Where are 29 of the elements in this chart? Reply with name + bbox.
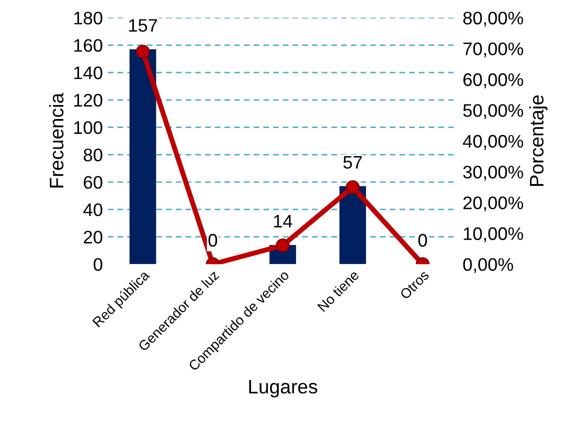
x-axis-title: Lugares — [249, 380, 318, 398]
data-label: 57 — [343, 156, 362, 169]
y-tick-label: 180 — [74, 12, 102, 24]
y2-tick-label: 80,00% — [463, 12, 524, 27]
data-label: 0 — [208, 234, 218, 247]
y2-tick-label: 70,00% — [463, 42, 524, 58]
y-tick-label: 60 — [84, 176, 102, 189]
y2-tick-label: 60,00% — [463, 73, 524, 88]
y-tick-label: 160 — [74, 39, 102, 52]
data-label: 14 — [274, 214, 292, 228]
y2-tick-label: 30,00% — [463, 166, 524, 181]
data-label: 157 — [129, 19, 157, 32]
y-tick-label: 20 — [84, 230, 102, 244]
data-label: 0 — [418, 234, 427, 247]
bar — [130, 49, 156, 264]
y2-tick-label: 20,00% — [463, 196, 524, 212]
y-tick-label: 80 — [84, 148, 102, 162]
y-tick-label: 40 — [83, 203, 102, 216]
y2-tick-label: 50,00% — [463, 104, 524, 120]
y-tick-label: 120 — [74, 94, 102, 107]
y-axis-title: Frecuencia — [49, 92, 64, 188]
y-tick-label: 0 — [94, 258, 102, 271]
y2-tick-label: 40,00% — [462, 134, 524, 150]
bar — [339, 186, 366, 264]
y-tick-label: 100 — [74, 121, 102, 134]
y2-tick-label: 10,00% — [464, 227, 524, 242]
y2-tick-label: 0,00% — [463, 258, 514, 274]
y2-axis-title: Porcentaje — [529, 95, 548, 186]
y-tick-label: 140 — [74, 66, 102, 80]
